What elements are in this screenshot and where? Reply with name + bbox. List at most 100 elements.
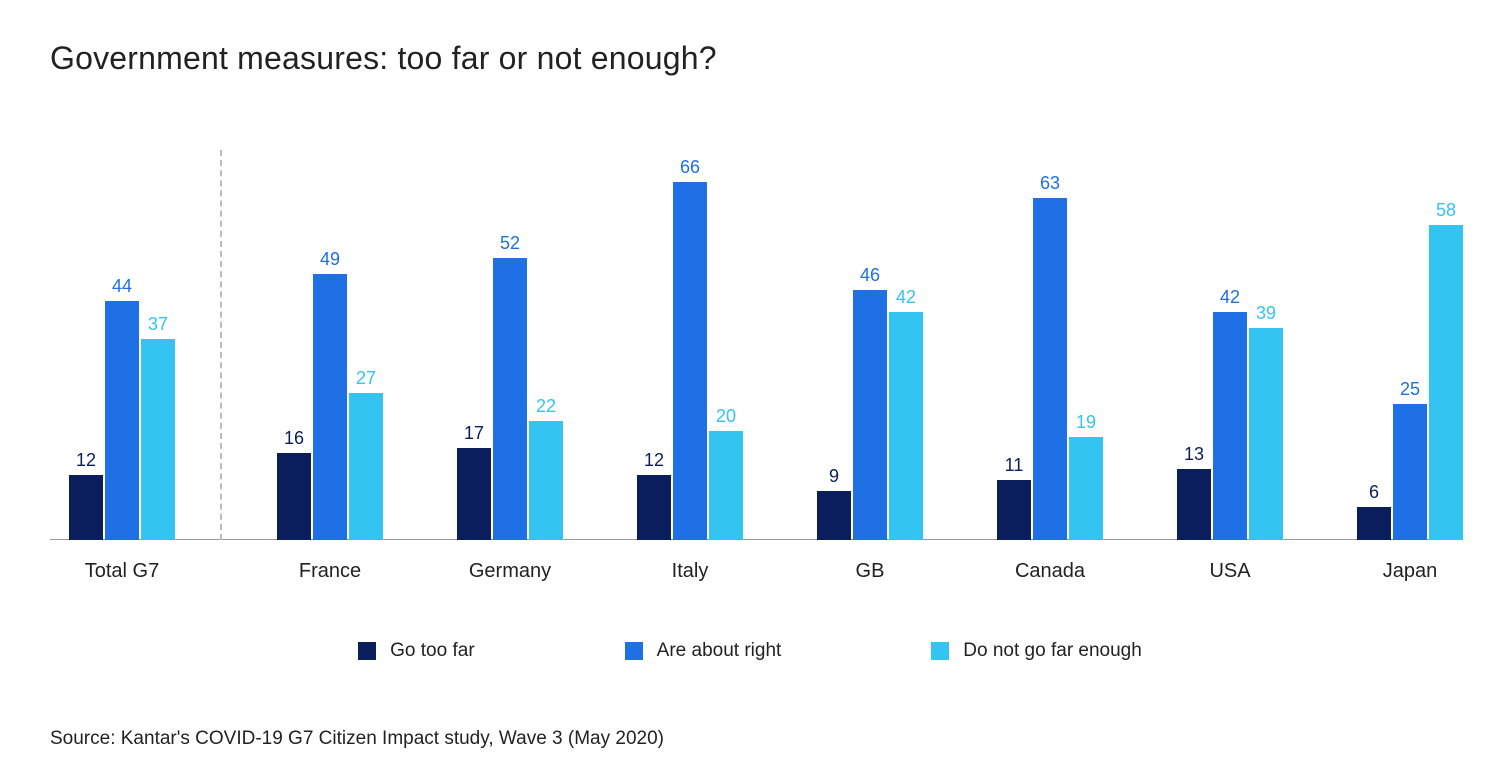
chart-plot-area: 12 44 37 16 49 27 17 52 22 12 66 20 9 46 42 11 63 19 13 42 3… (50, 160, 1450, 540)
bar-wrap: 44 (105, 276, 139, 540)
bar-wrap: 49 (313, 249, 347, 540)
bar (673, 182, 707, 540)
bar-value-label: 66 (680, 157, 700, 178)
bar-wrap: 46 (853, 265, 887, 540)
bar (457, 448, 491, 540)
bar (1213, 312, 1247, 540)
bar-group: 6 25 58 (1357, 200, 1463, 540)
bar-value-label: 63 (1040, 173, 1060, 194)
bar (277, 453, 311, 540)
bar-wrap: 20 (709, 406, 743, 540)
bar-wrap: 6 (1357, 482, 1391, 540)
bar-wrap: 27 (349, 368, 383, 540)
bar-group: 13 42 39 (1177, 287, 1283, 540)
bar (1249, 328, 1283, 540)
bar-value-label: 12 (644, 450, 664, 471)
legend-item: Do not go far enough (931, 640, 1142, 662)
bar (141, 339, 175, 540)
bar-value-label: 20 (716, 406, 736, 427)
bar-wrap: 42 (889, 287, 923, 540)
bar (1357, 507, 1391, 540)
bar-value-label: 12 (76, 450, 96, 471)
legend-item: Are about right (625, 640, 782, 662)
bar-wrap: 13 (1177, 444, 1211, 540)
bar (889, 312, 923, 540)
legend-label: Do not go far enough (963, 640, 1142, 662)
group-divider (220, 150, 222, 540)
bar-value-label: 39 (1256, 303, 1276, 324)
legend-swatch (358, 642, 376, 660)
x-axis-label: Germany (430, 560, 590, 583)
x-axis-label: Canada (970, 560, 1130, 583)
bar (1033, 198, 1067, 540)
bar (1393, 404, 1427, 540)
bar-value-label: 9 (829, 466, 839, 487)
bar (493, 258, 527, 540)
bar (529, 421, 563, 540)
bar-wrap: 58 (1429, 200, 1463, 540)
bar (1177, 469, 1211, 540)
x-axis-label: USA (1150, 560, 1310, 583)
bar-group: 12 66 20 (637, 157, 743, 540)
bar (313, 274, 347, 540)
legend-label: Go too far (390, 640, 475, 662)
bar-value-label: 42 (896, 287, 916, 308)
bar-group: 11 63 19 (997, 173, 1103, 540)
legend-swatch (931, 642, 949, 660)
x-axis-label: France (250, 560, 410, 583)
bar-wrap: 63 (1033, 173, 1067, 540)
bar-wrap: 25 (1393, 379, 1427, 540)
bar-wrap: 11 (997, 455, 1031, 540)
bar-wrap: 9 (817, 466, 851, 540)
bar (1429, 225, 1463, 540)
chart-source: Source: Kantar's COVID-19 G7 Citizen Imp… (50, 728, 664, 750)
bar-wrap: 39 (1249, 303, 1283, 540)
bar-wrap: 19 (1069, 412, 1103, 540)
bar-value-label: 37 (148, 314, 168, 335)
bar (69, 475, 103, 540)
bar-wrap: 42 (1213, 287, 1247, 540)
x-axis-label: Japan (1330, 560, 1490, 583)
x-axis-label: Italy (610, 560, 770, 583)
bar-value-label: 58 (1436, 200, 1456, 221)
bar-value-label: 13 (1184, 444, 1204, 465)
x-axis-label: GB (790, 560, 950, 583)
bar (105, 301, 139, 540)
chart-legend: Go too far Are about right Do not go far e… (0, 640, 1500, 662)
bar (997, 480, 1031, 540)
bar-wrap: 52 (493, 233, 527, 540)
legend-item: Go too far (358, 640, 475, 662)
bar-group: 9 46 42 (817, 265, 923, 540)
bar-value-label: 49 (320, 249, 340, 270)
bar-value-label: 6 (1369, 482, 1379, 503)
bar-value-label: 19 (1076, 412, 1096, 433)
bar (853, 290, 887, 540)
legend-swatch (625, 642, 643, 660)
bar-value-label: 46 (860, 265, 880, 286)
bar-group: 17 52 22 (457, 233, 563, 540)
bar-wrap: 22 (529, 396, 563, 540)
chart-x-labels: Total G7FranceGermanyItalyGBCanadaUSAJap… (50, 560, 1450, 600)
legend-label: Are about right (657, 640, 782, 662)
bar-wrap: 16 (277, 428, 311, 540)
bar (1069, 437, 1103, 540)
x-axis-label: Total G7 (42, 560, 202, 583)
bar-value-label: 22 (536, 396, 556, 417)
bar (349, 393, 383, 540)
bar-value-label: 25 (1400, 379, 1420, 400)
bar-value-label: 44 (112, 276, 132, 297)
bar-group: 16 49 27 (277, 249, 383, 540)
bar-value-label: 16 (284, 428, 304, 449)
bar-value-label: 42 (1220, 287, 1240, 308)
bar-wrap: 66 (673, 157, 707, 540)
bar (817, 491, 851, 540)
chart-title: Government measures: too far or not enou… (50, 40, 1450, 77)
bar-value-label: 27 (356, 368, 376, 389)
bar-wrap: 17 (457, 423, 491, 540)
bar (709, 431, 743, 540)
chart-container: Government measures: too far or not enou… (0, 0, 1500, 778)
bar-value-label: 11 (1005, 455, 1024, 476)
bar-group: 12 44 37 (69, 276, 175, 540)
bar (637, 475, 671, 540)
bar-value-label: 52 (500, 233, 520, 254)
